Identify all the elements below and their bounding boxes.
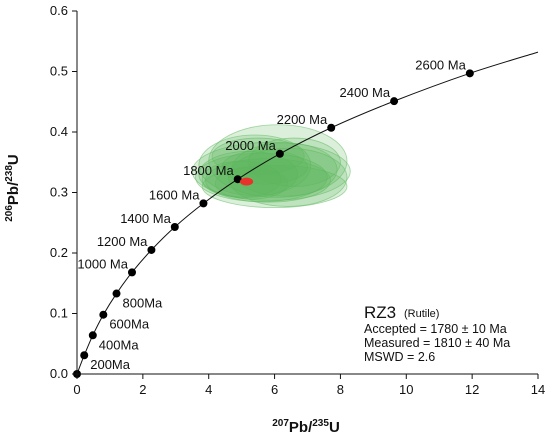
- y-tick-label-1: 0.1: [50, 306, 68, 321]
- y-axis-title-base: Pb/: [5, 181, 22, 205]
- concordia-point-3: [99, 310, 108, 319]
- y-tick-label-6: 0.6: [50, 3, 68, 18]
- age-label-1000: 1000 Ma: [77, 256, 128, 271]
- data-ellipse-4: [198, 134, 312, 196]
- concordia-point-13: [465, 69, 474, 78]
- concordia-labels-layer: 200Ma 400Ma 600Ma 800Ma 1000 Ma 1200 Ma 1400 M…: [77, 57, 466, 372]
- x-tick-label-2: 2: [139, 382, 146, 397]
- y-tick-label-0: 0.0: [50, 366, 68, 381]
- x-tick-label-8: 8: [337, 382, 344, 397]
- age-label-200: 200Ma: [90, 357, 131, 372]
- age-label-2200: 2200 Ma: [277, 112, 328, 127]
- annotation-mineral: (Rutile): [404, 308, 439, 320]
- y-tick-label-2: 0.2: [50, 245, 68, 260]
- age-label-600: 600Ma: [109, 317, 150, 332]
- data-ellipse-9: [211, 137, 305, 175]
- annotation-measured: Measured = 1810 ± 40 Ma: [364, 336, 510, 350]
- annotation-sample: RZ3: [364, 303, 396, 322]
- data-ellipse-2: [195, 152, 328, 202]
- annotation-accepted: Accepted = 1780 ± 10 Ma: [364, 322, 507, 336]
- x-tick-label-6: 6: [271, 382, 278, 397]
- x-tick-label-12: 12: [465, 382, 479, 397]
- concordia-point-7: [170, 222, 179, 231]
- annotation-box: RZ3 (Rutile) Accepted = 1780 ± 10 Ma Mea…: [364, 303, 510, 364]
- annotation-mswd: MSWD = 2.6: [364, 350, 435, 364]
- concordia-point-8: [199, 199, 208, 208]
- age-label-1400: 1400 Ma: [120, 211, 171, 226]
- data-ellipse-13: [247, 137, 341, 187]
- y-tick-label-5: 0.5: [50, 64, 68, 79]
- concordia-point-1: [80, 351, 89, 360]
- y-tick-label-3: 0.3: [50, 185, 68, 200]
- x-tick-label-14: 14: [531, 382, 545, 397]
- x-tick-label-0: 0: [73, 382, 80, 397]
- concordia-point-12: [390, 97, 399, 106]
- age-label-2600: 2600 Ma: [415, 57, 466, 72]
- age-label-1600: 1600 Ma: [149, 187, 200, 202]
- age-label-800: 800Ma: [123, 296, 164, 311]
- age-label-1800: 1800 Ma: [183, 163, 234, 178]
- concordia-point-9: [233, 175, 242, 184]
- x-axis-title-sup2: 235: [312, 418, 329, 429]
- x-axis-title-tail: U: [329, 419, 340, 436]
- axes-layer: 0 2 4 6 8 10 12 14 0.0 0.1 0.2 0.3 0.4 0.5 0.6: [50, 3, 545, 397]
- y-axis-title: 206Pb/238U: [4, 154, 22, 222]
- x-axis-title: 207Pb/235U: [272, 418, 340, 436]
- x-axis-title-base: Pb/: [289, 419, 313, 436]
- age-label-1200: 1200 Ma: [97, 234, 148, 249]
- x-tick-label-10: 10: [399, 382, 413, 397]
- y-axis-title-tail: U: [5, 154, 22, 165]
- measured-age-point: [239, 177, 254, 186]
- concordia-points-layer: [73, 69, 474, 378]
- data-ellipse-1: [191, 141, 351, 201]
- concordia-point-11: [327, 123, 336, 132]
- y-tick-label-4: 0.4: [50, 124, 68, 139]
- age-label-400: 400Ma: [99, 337, 140, 352]
- concordia-point-10: [275, 149, 284, 158]
- x-tick-label-4: 4: [205, 382, 212, 397]
- ellipses-layer: [191, 124, 351, 209]
- concordia-point-5: [127, 268, 136, 277]
- age-label-2400: 2400 Ma: [340, 85, 391, 100]
- concordia-point-6: [147, 245, 156, 254]
- y-axis-title-sup1: 206: [4, 205, 15, 222]
- concordia-point-2: [88, 331, 97, 340]
- age-label-2000: 2000 Ma: [225, 138, 276, 153]
- x-axis-title-sup1: 207: [272, 418, 289, 429]
- y-axis-title-sup2: 238: [4, 165, 15, 182]
- concordia-point-4: [112, 289, 121, 298]
